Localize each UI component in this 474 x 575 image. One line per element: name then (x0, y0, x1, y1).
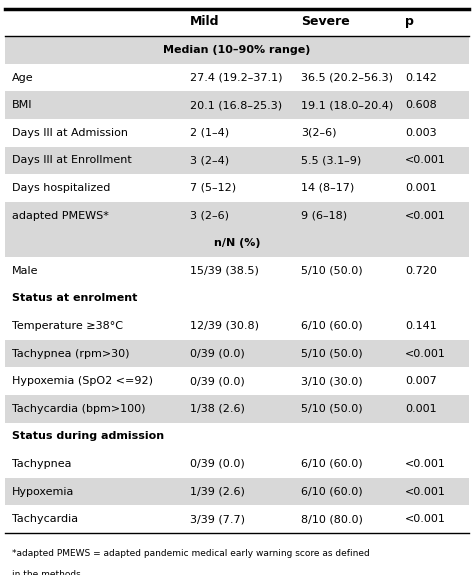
Text: 0.007: 0.007 (405, 376, 437, 386)
Text: 3/39 (7.7): 3/39 (7.7) (190, 514, 245, 524)
Bar (5, 119, 469, 147)
Bar (5, 423, 469, 450)
Text: 3/10 (30.0): 3/10 (30.0) (301, 376, 363, 386)
Text: 3 (2–4): 3 (2–4) (190, 155, 229, 166)
Bar (5, 367, 469, 395)
Bar (5, 450, 469, 478)
Text: 2 (1–4): 2 (1–4) (190, 128, 229, 138)
Bar (5, 174, 469, 202)
Text: <0.001: <0.001 (405, 486, 446, 497)
Text: *adapted PMEWS = adapted pandemic medical early warning score as defined: *adapted PMEWS = adapted pandemic medica… (12, 549, 370, 558)
Text: Hypoxemia (SpO2 <=92): Hypoxemia (SpO2 <=92) (12, 376, 153, 386)
Text: Tachypnea (rpm>30): Tachypnea (rpm>30) (12, 348, 129, 359)
Text: 6/10 (60.0): 6/10 (60.0) (301, 486, 363, 497)
Text: <0.001: <0.001 (405, 459, 446, 469)
Text: Days Ill at Admission: Days Ill at Admission (12, 128, 128, 138)
Bar (5, 147, 469, 174)
Bar (5, 395, 469, 423)
Text: n/N (%): n/N (%) (214, 238, 260, 248)
Bar (5, 312, 469, 340)
Text: Mild: Mild (190, 15, 219, 28)
Text: 0.141: 0.141 (405, 321, 437, 331)
Text: in the methods.: in the methods. (12, 570, 83, 575)
Text: <0.001: <0.001 (405, 210, 446, 221)
Text: Temperature ≥38°C: Temperature ≥38°C (12, 321, 123, 331)
Text: 15/39 (38.5): 15/39 (38.5) (190, 266, 258, 276)
Text: 14 (8–17): 14 (8–17) (301, 183, 354, 193)
Text: 6/10 (60.0): 6/10 (60.0) (301, 321, 363, 331)
Bar (5, 6, 469, 34)
Bar (5, 202, 469, 229)
Text: 1/38 (2.6): 1/38 (2.6) (190, 404, 245, 414)
Bar (5, 505, 469, 533)
Text: 0.001: 0.001 (405, 404, 437, 414)
Text: <0.001: <0.001 (405, 348, 446, 359)
Text: 5/10 (50.0): 5/10 (50.0) (301, 266, 363, 276)
Text: 36.5 (20.2–56.3): 36.5 (20.2–56.3) (301, 72, 393, 83)
Text: 0.720: 0.720 (405, 266, 437, 276)
Text: 5.5 (3.1–9): 5.5 (3.1–9) (301, 155, 361, 166)
Bar (5, 257, 469, 285)
Text: 0/39 (0.0): 0/39 (0.0) (190, 376, 245, 386)
Text: Tachypnea: Tachypnea (12, 459, 72, 469)
Bar (5, 91, 469, 119)
Text: Hypoxemia: Hypoxemia (12, 486, 74, 497)
Text: 8/10 (80.0): 8/10 (80.0) (301, 514, 363, 524)
Text: <0.001: <0.001 (405, 514, 446, 524)
Text: adapted PMEWS*: adapted PMEWS* (12, 210, 109, 221)
Text: 0.608: 0.608 (405, 100, 437, 110)
Text: Age: Age (12, 72, 34, 83)
Bar (5, 36, 469, 64)
Text: Days Ill at Enrollment: Days Ill at Enrollment (12, 155, 132, 166)
Text: Tachycardia (bpm>100): Tachycardia (bpm>100) (12, 404, 146, 414)
Text: Severe: Severe (301, 15, 350, 28)
Bar (5, 340, 469, 367)
Text: 5/10 (50.0): 5/10 (50.0) (301, 348, 363, 359)
Text: Days hospitalized: Days hospitalized (12, 183, 110, 193)
Text: 3 (2–6): 3 (2–6) (190, 210, 228, 221)
Text: Status during admission: Status during admission (12, 431, 164, 442)
Text: 12/39 (30.8): 12/39 (30.8) (190, 321, 259, 331)
Text: Tachycardia: Tachycardia (12, 514, 78, 524)
Bar (5, 478, 469, 505)
Text: 7 (5–12): 7 (5–12) (190, 183, 236, 193)
Text: Median (10–90% range): Median (10–90% range) (164, 45, 310, 55)
Text: 0/39 (0.0): 0/39 (0.0) (190, 348, 245, 359)
Text: BMI: BMI (12, 100, 32, 110)
Text: 20.1 (16.8–25.3): 20.1 (16.8–25.3) (190, 100, 282, 110)
Text: 6/10 (60.0): 6/10 (60.0) (301, 459, 363, 469)
Text: 9 (6–18): 9 (6–18) (301, 210, 347, 221)
Text: 0/39 (0.0): 0/39 (0.0) (190, 459, 245, 469)
Text: 27.4 (19.2–37.1): 27.4 (19.2–37.1) (190, 72, 282, 83)
Text: Male: Male (12, 266, 38, 276)
Text: 5/10 (50.0): 5/10 (50.0) (301, 404, 363, 414)
Bar (5, 229, 469, 257)
Text: 0.003: 0.003 (405, 128, 437, 138)
Text: 0.001: 0.001 (405, 183, 437, 193)
Text: 19.1 (18.0–20.4): 19.1 (18.0–20.4) (301, 100, 393, 110)
Text: Status at enrolment: Status at enrolment (12, 293, 137, 304)
Text: 3(2–6): 3(2–6) (301, 128, 337, 138)
Text: <0.001: <0.001 (405, 155, 446, 166)
Text: 0.142: 0.142 (405, 72, 437, 83)
Text: p: p (405, 15, 414, 28)
Bar (5, 64, 469, 91)
Text: 1/39 (2.6): 1/39 (2.6) (190, 486, 245, 497)
Bar (5, 285, 469, 312)
